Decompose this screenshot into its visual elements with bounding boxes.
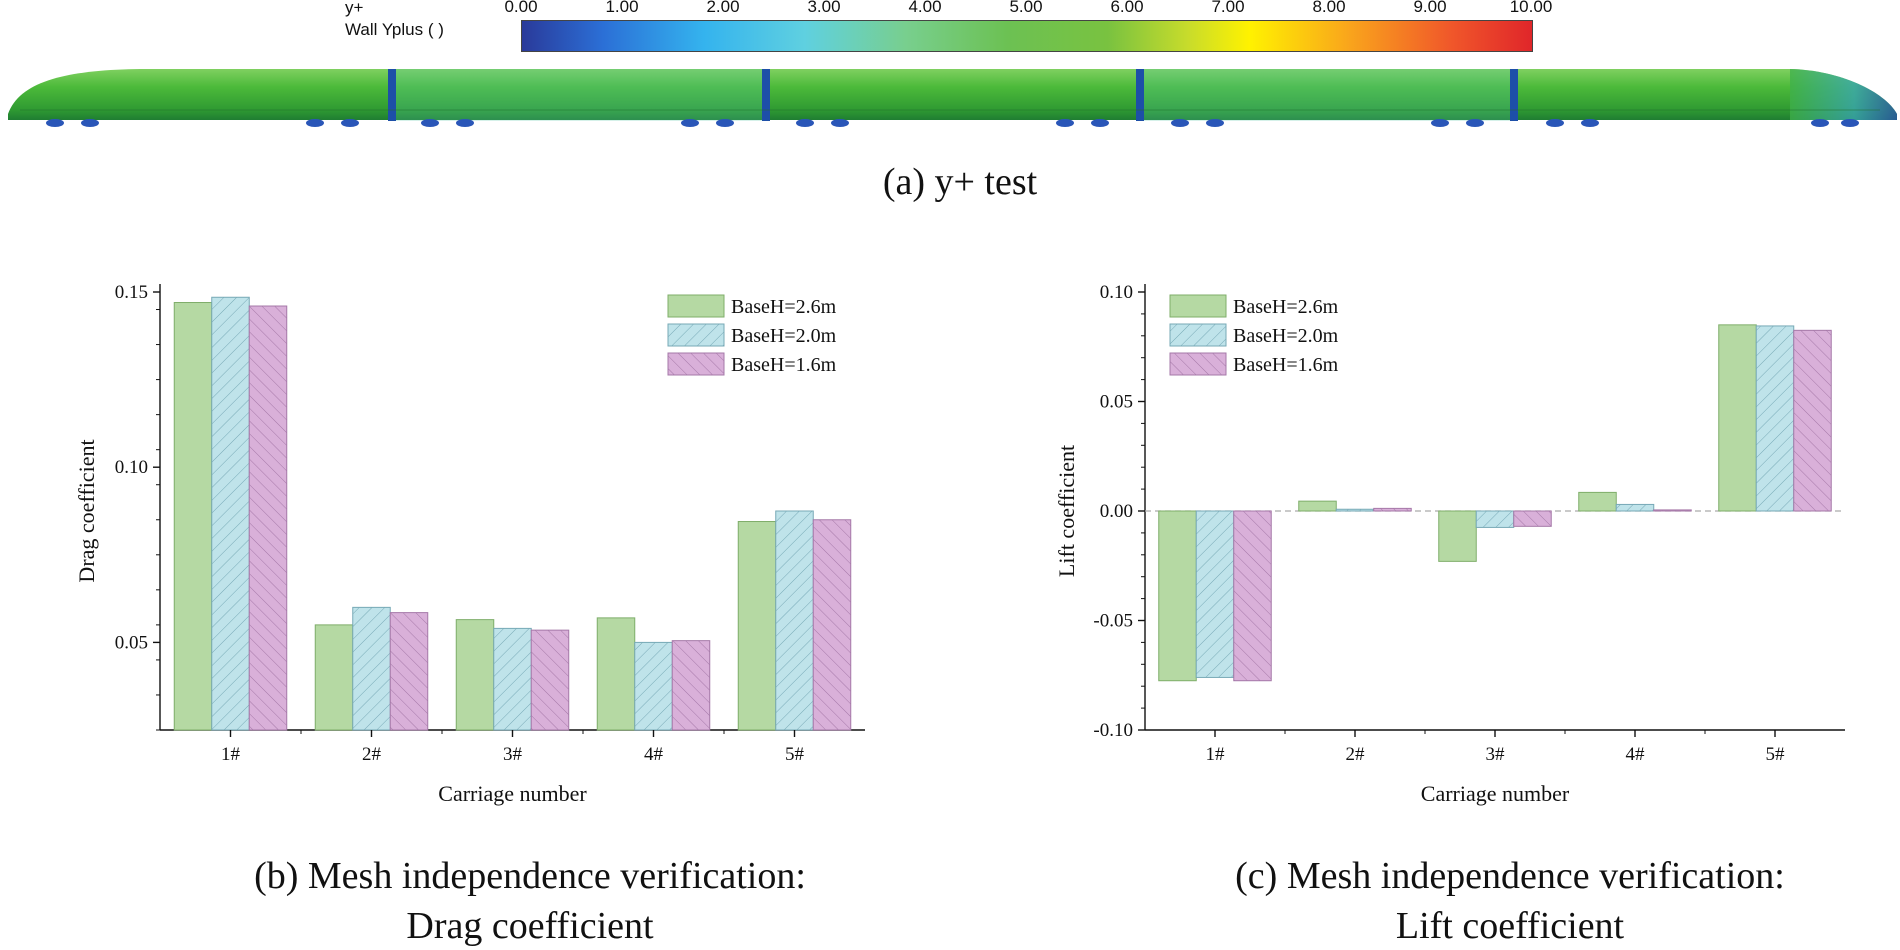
bar-1-series-1: [173, 302, 213, 731]
bar-4-series-1: [1578, 491, 1617, 512]
y-tick-label: 0.10: [115, 457, 148, 478]
colorbar-tick-label: 7.00: [1211, 0, 1245, 16]
legend-swatch-3: [1169, 352, 1227, 376]
bar-1-series-2: [1195, 510, 1235, 678]
bar-3-series-1: [455, 619, 495, 731]
y-tick-label: -0.10: [1093, 720, 1133, 741]
colorbar-tick-label: 9.00: [1413, 0, 1447, 16]
x-tick-label: 2#: [1346, 744, 1366, 765]
colorbar-tick-label: 1.00: [605, 0, 639, 16]
bar-4-series-3: [1653, 509, 1692, 512]
colorbar-tick-labels: 0.00 1.00 2.00 3.00 4.00 5.00 6.00 7.00 8.00 9.00…: [504, 0, 1552, 20]
y-tick-label: -0.05: [1093, 611, 1133, 632]
x-tick-label: 1#: [221, 744, 241, 765]
bar-2-series-3: [389, 612, 429, 731]
bar-4-series-3: [671, 640, 711, 731]
y-axis-label: Lift coefficient: [1054, 445, 1079, 577]
legend-swatch-2: [667, 323, 725, 347]
x-tick-label: 1#: [1206, 744, 1226, 765]
bar-2-series-3: [1373, 507, 1412, 512]
colorbar-tick-label: 2.00: [706, 0, 740, 16]
bar-2-series-1: [1298, 500, 1337, 512]
colorbar-tick-label: 6.00: [1110, 0, 1144, 16]
bar-1-series-2: [211, 296, 250, 731]
bar-4-series-1: [596, 617, 636, 731]
x-tick-label: 5#: [1766, 744, 1786, 765]
bar-3-series-2: [1475, 510, 1515, 528]
bar-1-series-1: [1158, 510, 1197, 682]
caption-b-line2: Drag coefficient: [406, 905, 654, 947]
x-tick-label: 5#: [785, 744, 805, 765]
legend-swatch-2: [1169, 323, 1227, 347]
colorbar-variable-long: Wall Yplus ( ): [345, 20, 444, 39]
bar-3-series-3: [530, 629, 570, 731]
bar-3-series-2: [493, 627, 532, 731]
bar-4-series-2: [634, 641, 673, 731]
legend-label-3: BaseH=1.6m: [731, 354, 837, 376]
caption-a: (a) y+ test: [882, 161, 1038, 203]
colorbar-tick-label: 10.00: [1509, 0, 1553, 16]
legend-label-1: BaseH=2.6m: [731, 296, 837, 318]
legend-swatch-1: [1169, 294, 1227, 318]
colorbar: [521, 20, 1533, 52]
legend-label-3: BaseH=1.6m: [1233, 354, 1339, 376]
lift-coefficient-chart: -0.10 -0.05 0.00 0.05 0.10 1# 2# 3# 4# 5# Carriage…: [1054, 282, 1845, 806]
bar-5-series-3: [1793, 329, 1832, 512]
legend-label-1: BaseH=2.6m: [1233, 296, 1339, 318]
drag-coefficient-chart: 0.05 0.10 0.15 1# 2# 3# 4# 5# Carriage number Dra…: [74, 282, 865, 806]
bar-2-series-2: [1335, 508, 1375, 512]
caption-b-line1: (b) Mesh independence verification:: [254, 855, 806, 897]
x-tick-label: 4#: [644, 744, 664, 765]
colorbar-tick-label: 4.00: [908, 0, 942, 16]
caption-c-line1: (c) Mesh independence verification:: [1235, 855, 1785, 897]
train-yplus-contour: [8, 69, 1897, 127]
x-axis-label: Carriage number: [438, 781, 587, 806]
x-tick-label: 3#: [1486, 744, 1506, 765]
bar-1-series-3: [248, 305, 288, 731]
caption-c-line2: Lift coefficient: [1395, 905, 1625, 947]
legend-label-2: BaseH=2.0m: [1233, 325, 1339, 347]
colorbar-tick-label: 5.00: [1009, 0, 1043, 16]
legend-swatch-1: [667, 294, 725, 318]
y-axis-label: Drag coefficient: [74, 439, 99, 582]
bar-2-series-1: [314, 624, 354, 731]
bar-5-series-1: [1718, 324, 1757, 512]
x-tick-label: 3#: [503, 744, 523, 765]
bar-3-series-3: [1513, 510, 1552, 527]
legend-swatch-3: [667, 352, 725, 376]
colorbar-tick-label: 8.00: [1312, 0, 1346, 16]
y-tick-label: 0.10: [1100, 282, 1133, 303]
y-tick-label: 0.15: [115, 282, 148, 303]
bar-2-series-2: [352, 606, 391, 731]
x-tick-label: 4#: [1626, 744, 1646, 765]
bar-4-series-2: [1615, 503, 1655, 512]
bar-5-series-3: [812, 519, 852, 731]
y-tick-label: 0.00: [1100, 501, 1133, 522]
bar-5-series-2: [775, 510, 814, 731]
y-tick-label: 0.05: [115, 632, 148, 653]
x-axis-label: Carriage number: [1421, 781, 1570, 806]
legend-label-2: BaseH=2.0m: [731, 325, 837, 347]
y-tick-label: 0.05: [1100, 392, 1133, 413]
bar-5-series-1: [737, 521, 777, 731]
bar-5-series-2: [1755, 325, 1795, 512]
colorbar-tick-label: 3.00: [807, 0, 841, 16]
x-tick-label: 2#: [362, 744, 382, 765]
colorbar-tick-label: 0.00: [504, 0, 538, 16]
bar-1-series-3: [1233, 510, 1272, 682]
bar-3-series-1: [1438, 510, 1477, 562]
colorbar-variable-short: y+: [345, 0, 364, 17]
